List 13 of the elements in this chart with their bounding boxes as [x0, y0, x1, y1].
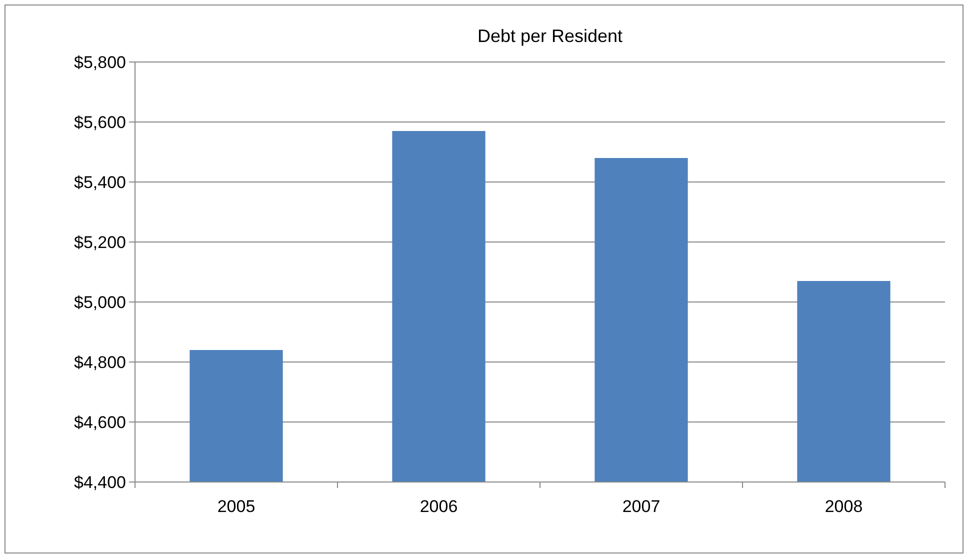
y-tick-label: $5,400 [74, 172, 126, 192]
y-tick-label: $5,200 [74, 232, 126, 252]
x-tick-label: 2008 [824, 497, 863, 516]
x-tick-label: 2006 [420, 497, 458, 516]
chart-title: Debt per Resident [477, 26, 623, 46]
x-tick-label: 2005 [217, 497, 256, 516]
y-tick-label: $5,000 [74, 292, 126, 312]
y-tick-label: $4,600 [74, 412, 126, 432]
x-tick-label: 2007 [622, 497, 660, 516]
y-tick-label: $5,600 [74, 112, 126, 132]
y-tick-label: $4,400 [74, 472, 126, 492]
y-tick-label: $4,800 [74, 352, 126, 372]
y-tick-label: $5,800 [74, 52, 126, 72]
